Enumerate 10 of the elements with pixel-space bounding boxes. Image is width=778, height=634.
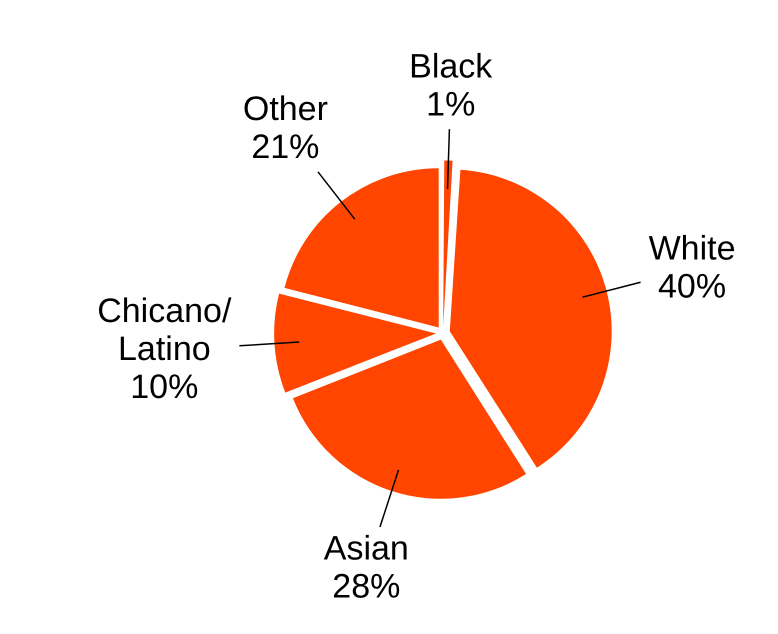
slice-label: Black (409, 47, 494, 86)
data-label: 28% (332, 567, 400, 606)
slice-label: Other (242, 90, 328, 128)
slice-label: Asian (324, 529, 409, 568)
slice-label: White (648, 229, 736, 268)
data-label: 21% (251, 128, 320, 166)
data-label: 1% (426, 85, 476, 124)
slice-label: Chicano/Latino (97, 292, 232, 368)
data-label: 10% (130, 368, 198, 406)
data-label: 40% (658, 267, 726, 306)
